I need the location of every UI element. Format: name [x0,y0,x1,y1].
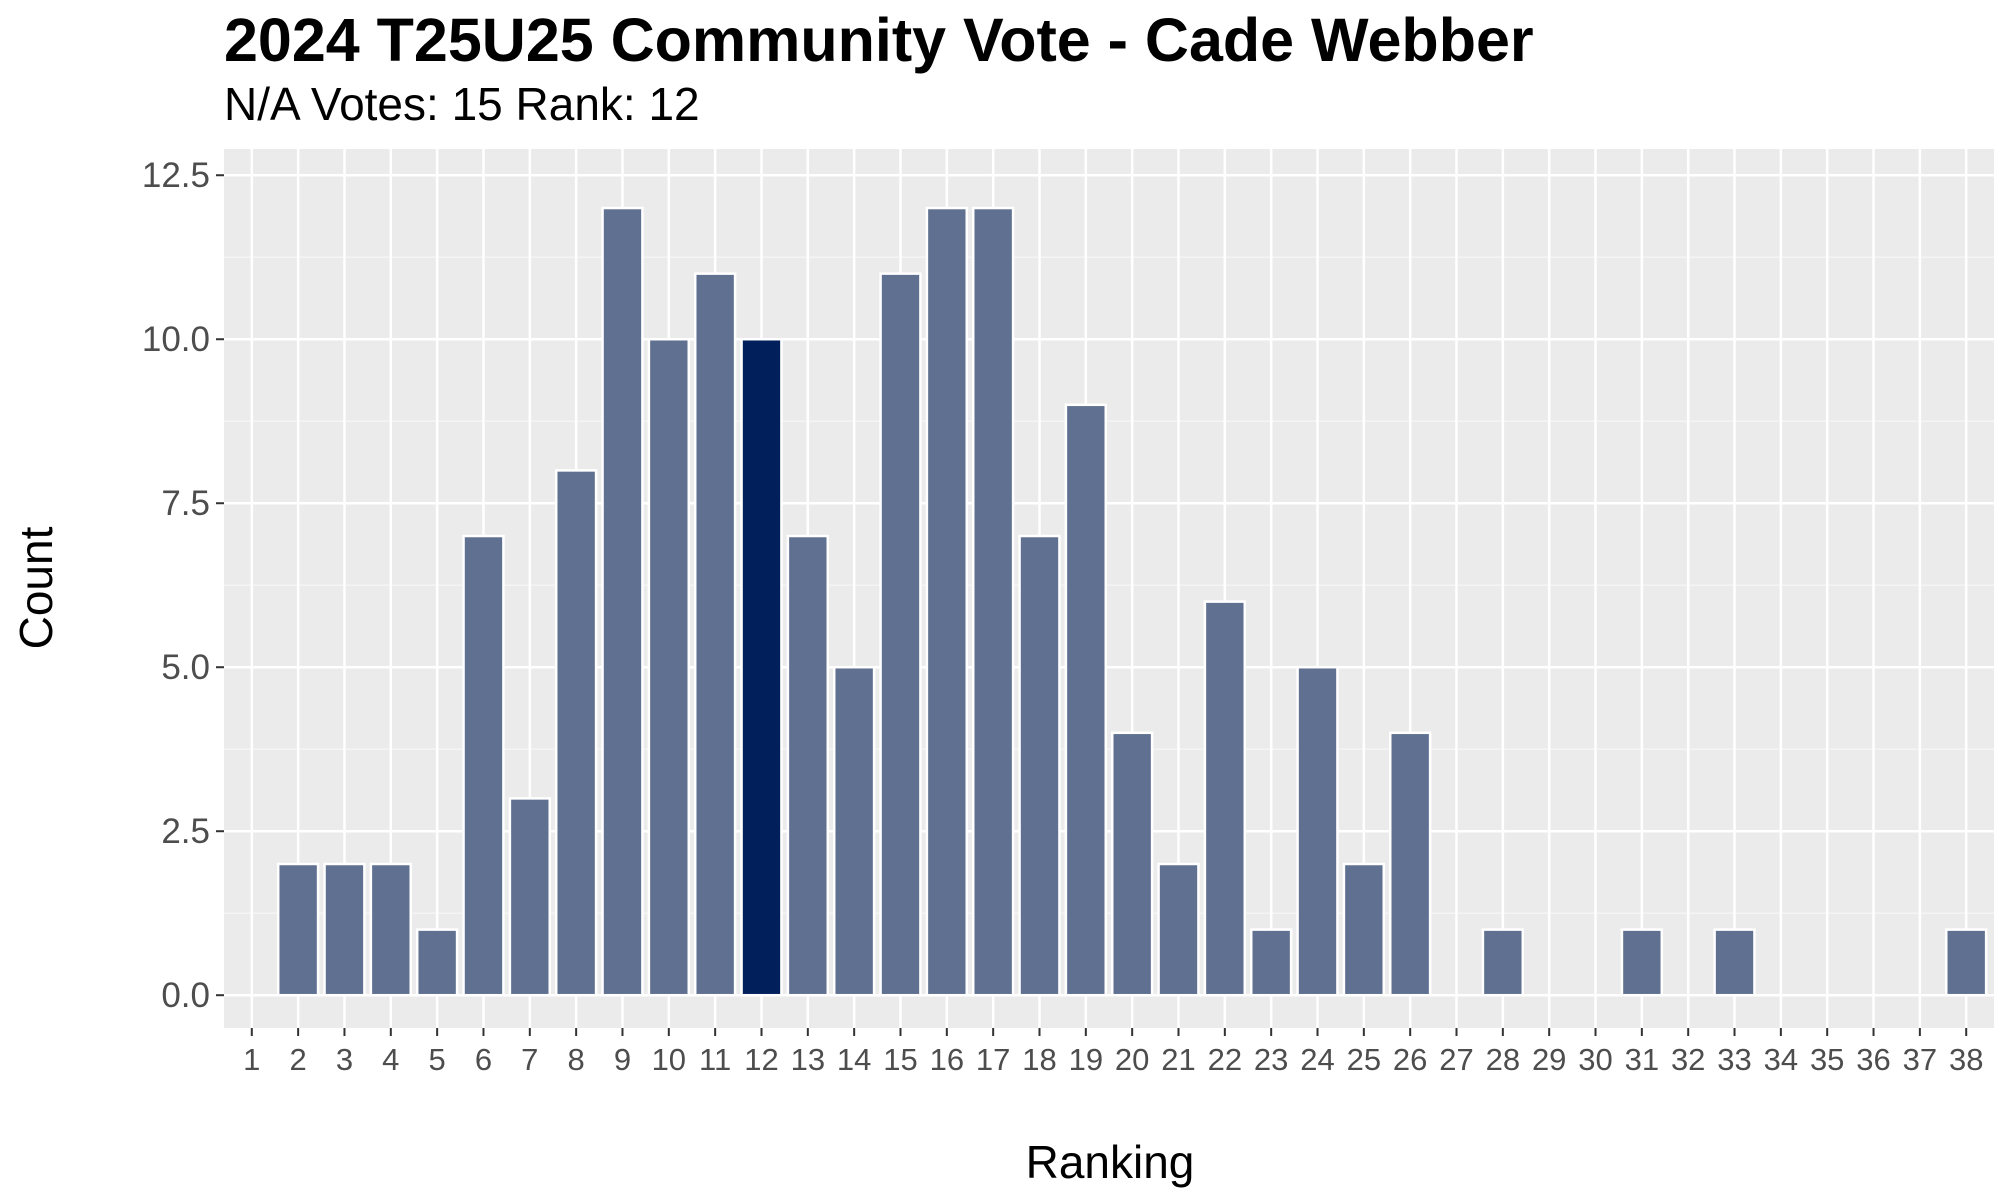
bar-17 [971,206,1015,997]
bar-16 [925,206,969,997]
x-tick-label: 15 [883,1042,917,1077]
bar-9 [601,206,644,997]
bar-11 [693,272,737,997]
bar-38 [1945,928,1988,997]
bar-18 [1018,534,1061,997]
x-tick-label: 12 [744,1042,778,1077]
x-tick-label: 34 [1764,1042,1798,1077]
bar-15 [879,272,922,997]
x-tick-label: 11 [699,1042,731,1077]
y-tick-label: 0.0 [161,976,210,1015]
y-tick-label: 5.0 [161,648,210,687]
y-tick-label: 10.0 [142,320,210,359]
bar-3 [323,862,366,997]
x-tick-label: 38 [1949,1042,1983,1077]
minor-gridlines [224,256,1994,914]
x-tick-label: 10 [652,1042,686,1077]
bar-25 [1342,862,1386,997]
x-tick-label: 6 [475,1042,492,1077]
x-tick-label: 19 [1069,1042,1103,1077]
x-tick-label: 20 [1115,1042,1149,1077]
bar-6 [462,534,505,997]
bar-5 [415,928,459,997]
bar-10 [647,337,690,997]
bar-19 [1064,403,1108,997]
bar-20 [1110,731,1154,997]
bar-33 [1713,928,1756,997]
x-tick-label: 23 [1254,1042,1288,1077]
bar-highlight-12 [740,337,783,997]
x-tick-label: 16 [930,1042,964,1077]
x-tick-label: 31 [1625,1042,1659,1077]
x-axis: 1 2 3 4 5 6 7 8 9 10 11 12 13 14 15 16 17 18 19 20 21 22 23 24 2… [243,1028,1983,1077]
x-tick-label: 18 [1022,1042,1056,1077]
x-tick-label: 35 [1810,1042,1844,1077]
x-tick-label: 30 [1578,1042,1612,1077]
bar-8 [554,469,598,997]
y-tick-label: 2.5 [161,812,210,851]
bar-14 [832,665,876,997]
x-tick-label: 32 [1671,1042,1705,1077]
bar-24 [1296,665,1339,997]
x-tick-label: 8 [568,1042,585,1077]
bar-2 [276,862,320,997]
x-tick-label: 28 [1486,1042,1520,1077]
bar-26 [1389,731,1432,997]
x-tick-label: 22 [1208,1042,1242,1077]
bar-28 [1481,928,1525,997]
x-tick-label: 17 [976,1042,1010,1077]
x-tick-label: 9 [614,1042,631,1077]
x-tick-label: 3 [336,1042,353,1077]
x-tick-label: 33 [1717,1042,1751,1077]
x-tick-label: 27 [1439,1042,1473,1077]
x-tick-label: 26 [1393,1042,1427,1077]
bar-7 [508,797,551,997]
bar-22 [1203,600,1247,997]
x-tick-label: 36 [1856,1042,1890,1077]
bars-group [276,206,1988,997]
x-tick-label: 25 [1347,1042,1381,1077]
bar-21 [1157,862,1200,997]
x-tick-label: 4 [382,1042,399,1077]
bar-31 [1620,928,1664,997]
x-tick-label: 5 [429,1042,446,1077]
y-tick-label: 12.5 [142,156,210,195]
bar-13 [786,534,829,997]
x-tick-label: 37 [1903,1042,1937,1077]
x-tick-label: 29 [1532,1042,1566,1077]
y-axis: 0.0 2.5 5.0 7.5 10.0 12.5 [142,156,224,1015]
x-axis-label: Ranking [1025,1136,1195,1188]
y-tick-label: 7.5 [161,484,210,523]
bar-4 [369,862,412,997]
x-tick-label: 14 [837,1042,871,1077]
x-tick-label: 1 [243,1042,260,1077]
x-tick-label: 24 [1300,1042,1334,1077]
x-tick-label: 2 [290,1042,307,1077]
bar-23 [1249,928,1293,997]
chart-subtitle: N/A Votes: 15 Rank: 12 [224,78,700,130]
x-tick-label: 7 [521,1042,538,1077]
x-tick-label: 13 [791,1042,825,1077]
chart-title: 2024 T25U25 Community Vote - Cade Webber [224,6,1534,74]
x-tick-label: 21 [1161,1042,1195,1077]
